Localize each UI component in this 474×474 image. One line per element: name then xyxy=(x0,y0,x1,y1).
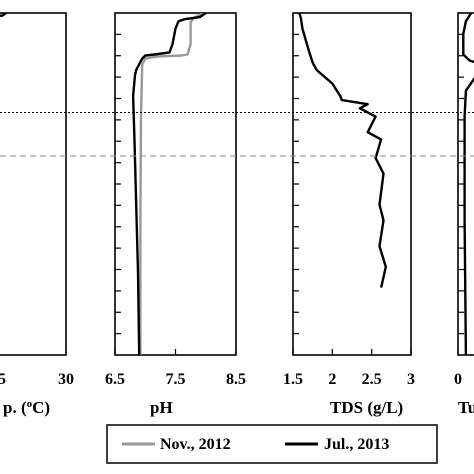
panel-frame xyxy=(292,12,412,356)
series-line-jul-2013 xyxy=(0,13,7,17)
x-axis-label-superscript: o xyxy=(27,398,33,410)
x-axis-label: p. (oC) xyxy=(3,398,50,417)
x-tick-label: 1.5 xyxy=(283,371,303,388)
x-axis-label: pH xyxy=(150,398,173,417)
x-tick-label: 0 xyxy=(454,371,462,388)
x-axis-label: Tur xyxy=(458,398,474,417)
legend-frame xyxy=(106,424,438,464)
panel-frame xyxy=(114,12,237,356)
series-line-nov-2012 xyxy=(139,13,204,355)
series-line-jul-2013 xyxy=(462,13,474,355)
x-tick-label: 2.5 xyxy=(362,371,382,388)
x-tick-label: 8.5 xyxy=(226,371,246,388)
legend-label-nov-2012: Nov., 2012 xyxy=(160,436,231,453)
x-tick-label: 3 xyxy=(407,371,415,388)
x-axis-label: TDS (g/L) xyxy=(330,398,403,417)
panel-temp: 52530p. (oC) xyxy=(0,12,74,417)
legend: Nov., 2012 Jul., 2013 xyxy=(106,424,438,464)
x-axis-label-tail: C) xyxy=(32,398,50,417)
legend-label-jul-2013: Jul., 2013 xyxy=(324,436,389,453)
series-line-jul-2013 xyxy=(298,13,387,288)
panel-frame xyxy=(0,12,67,356)
reference-lines xyxy=(0,111,474,157)
x-tick-label: 30 xyxy=(58,371,74,388)
panel-turbidity: 0 Tur xyxy=(454,12,474,417)
x-tick-label: 7.5 xyxy=(166,371,186,388)
x-tick-label: 6.5 xyxy=(105,371,125,388)
series-line-jul-2013 xyxy=(131,13,207,355)
x-tick-label: 25 xyxy=(0,371,6,388)
panel-ph: 6.5 7.5 8.5 pH xyxy=(105,12,246,417)
x-tick-label: 2 xyxy=(328,371,336,388)
